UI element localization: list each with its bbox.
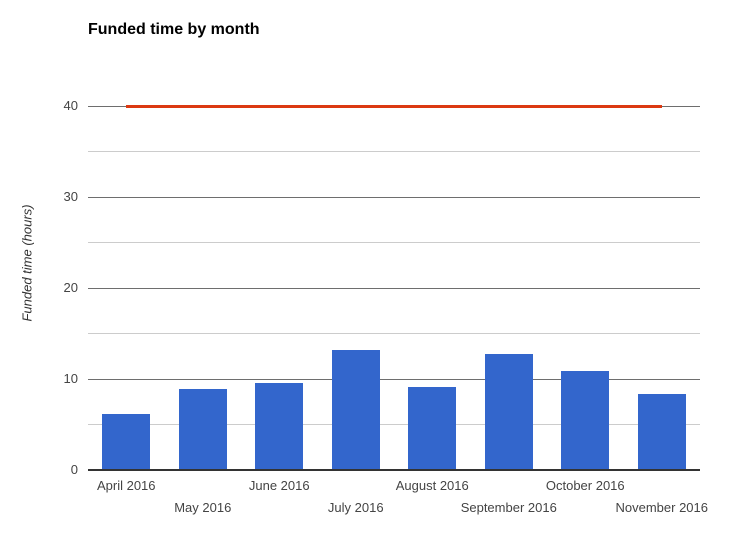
reference-line-40[interactable] [126,104,662,108]
bar-june-2016[interactable] [255,382,304,469]
y-tick-label-20: 20 [63,280,78,295]
y-tick-label-10: 10 [63,371,78,386]
x-axis-label-june-2016: June 2016 [248,478,310,493]
x-axis-label-november-2016: November 2016 [615,500,709,515]
bar-september-2016[interactable] [484,353,533,469]
minor-gridline-25 [88,242,700,243]
bar-october-2016[interactable] [561,370,610,469]
x-axis-baseline [88,469,700,471]
x-axis-label-july-2016: July 2016 [327,500,384,515]
y-axis-title: Funded time (hours) [19,204,35,322]
plot-area [88,104,700,471]
y-tick-label-30: 30 [63,189,78,204]
bar-july-2016[interactable] [331,349,380,469]
x-axis-label-may-2016: May 2016 [174,500,232,515]
gridline-20 [88,287,700,289]
x-axis-label-august-2016: August 2016 [395,478,469,493]
x-axis-label-october-2016: October 2016 [545,478,625,493]
chart-title: Funded time by month [88,21,260,38]
y-tick-label-40: 40 [63,98,78,113]
x-axis-label-september-2016: September 2016 [460,500,557,515]
bar-april-2016[interactable] [102,414,151,469]
gridline-10 [88,378,700,380]
gridline-30 [88,196,700,198]
bar-august-2016[interactable] [408,387,457,469]
minor-gridline-15 [88,333,700,334]
bar-november-2016[interactable] [637,394,686,469]
minor-gridline-35 [88,151,700,152]
x-axis-label-april-2016: April 2016 [96,478,156,493]
y-tick-label-0: 0 [70,462,78,477]
minor-gridline-5 [88,424,700,425]
bar-may-2016[interactable] [178,389,227,469]
